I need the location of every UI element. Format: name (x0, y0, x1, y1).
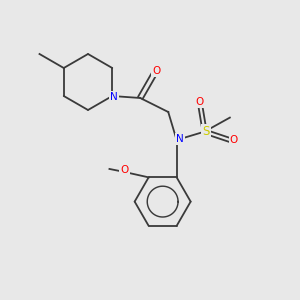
Text: O: O (120, 165, 129, 175)
Text: O: O (195, 98, 204, 107)
Text: N: N (110, 92, 118, 102)
Text: O: O (152, 66, 160, 76)
Text: N: N (176, 134, 184, 144)
Text: S: S (202, 125, 209, 138)
Text: O: O (230, 135, 238, 145)
